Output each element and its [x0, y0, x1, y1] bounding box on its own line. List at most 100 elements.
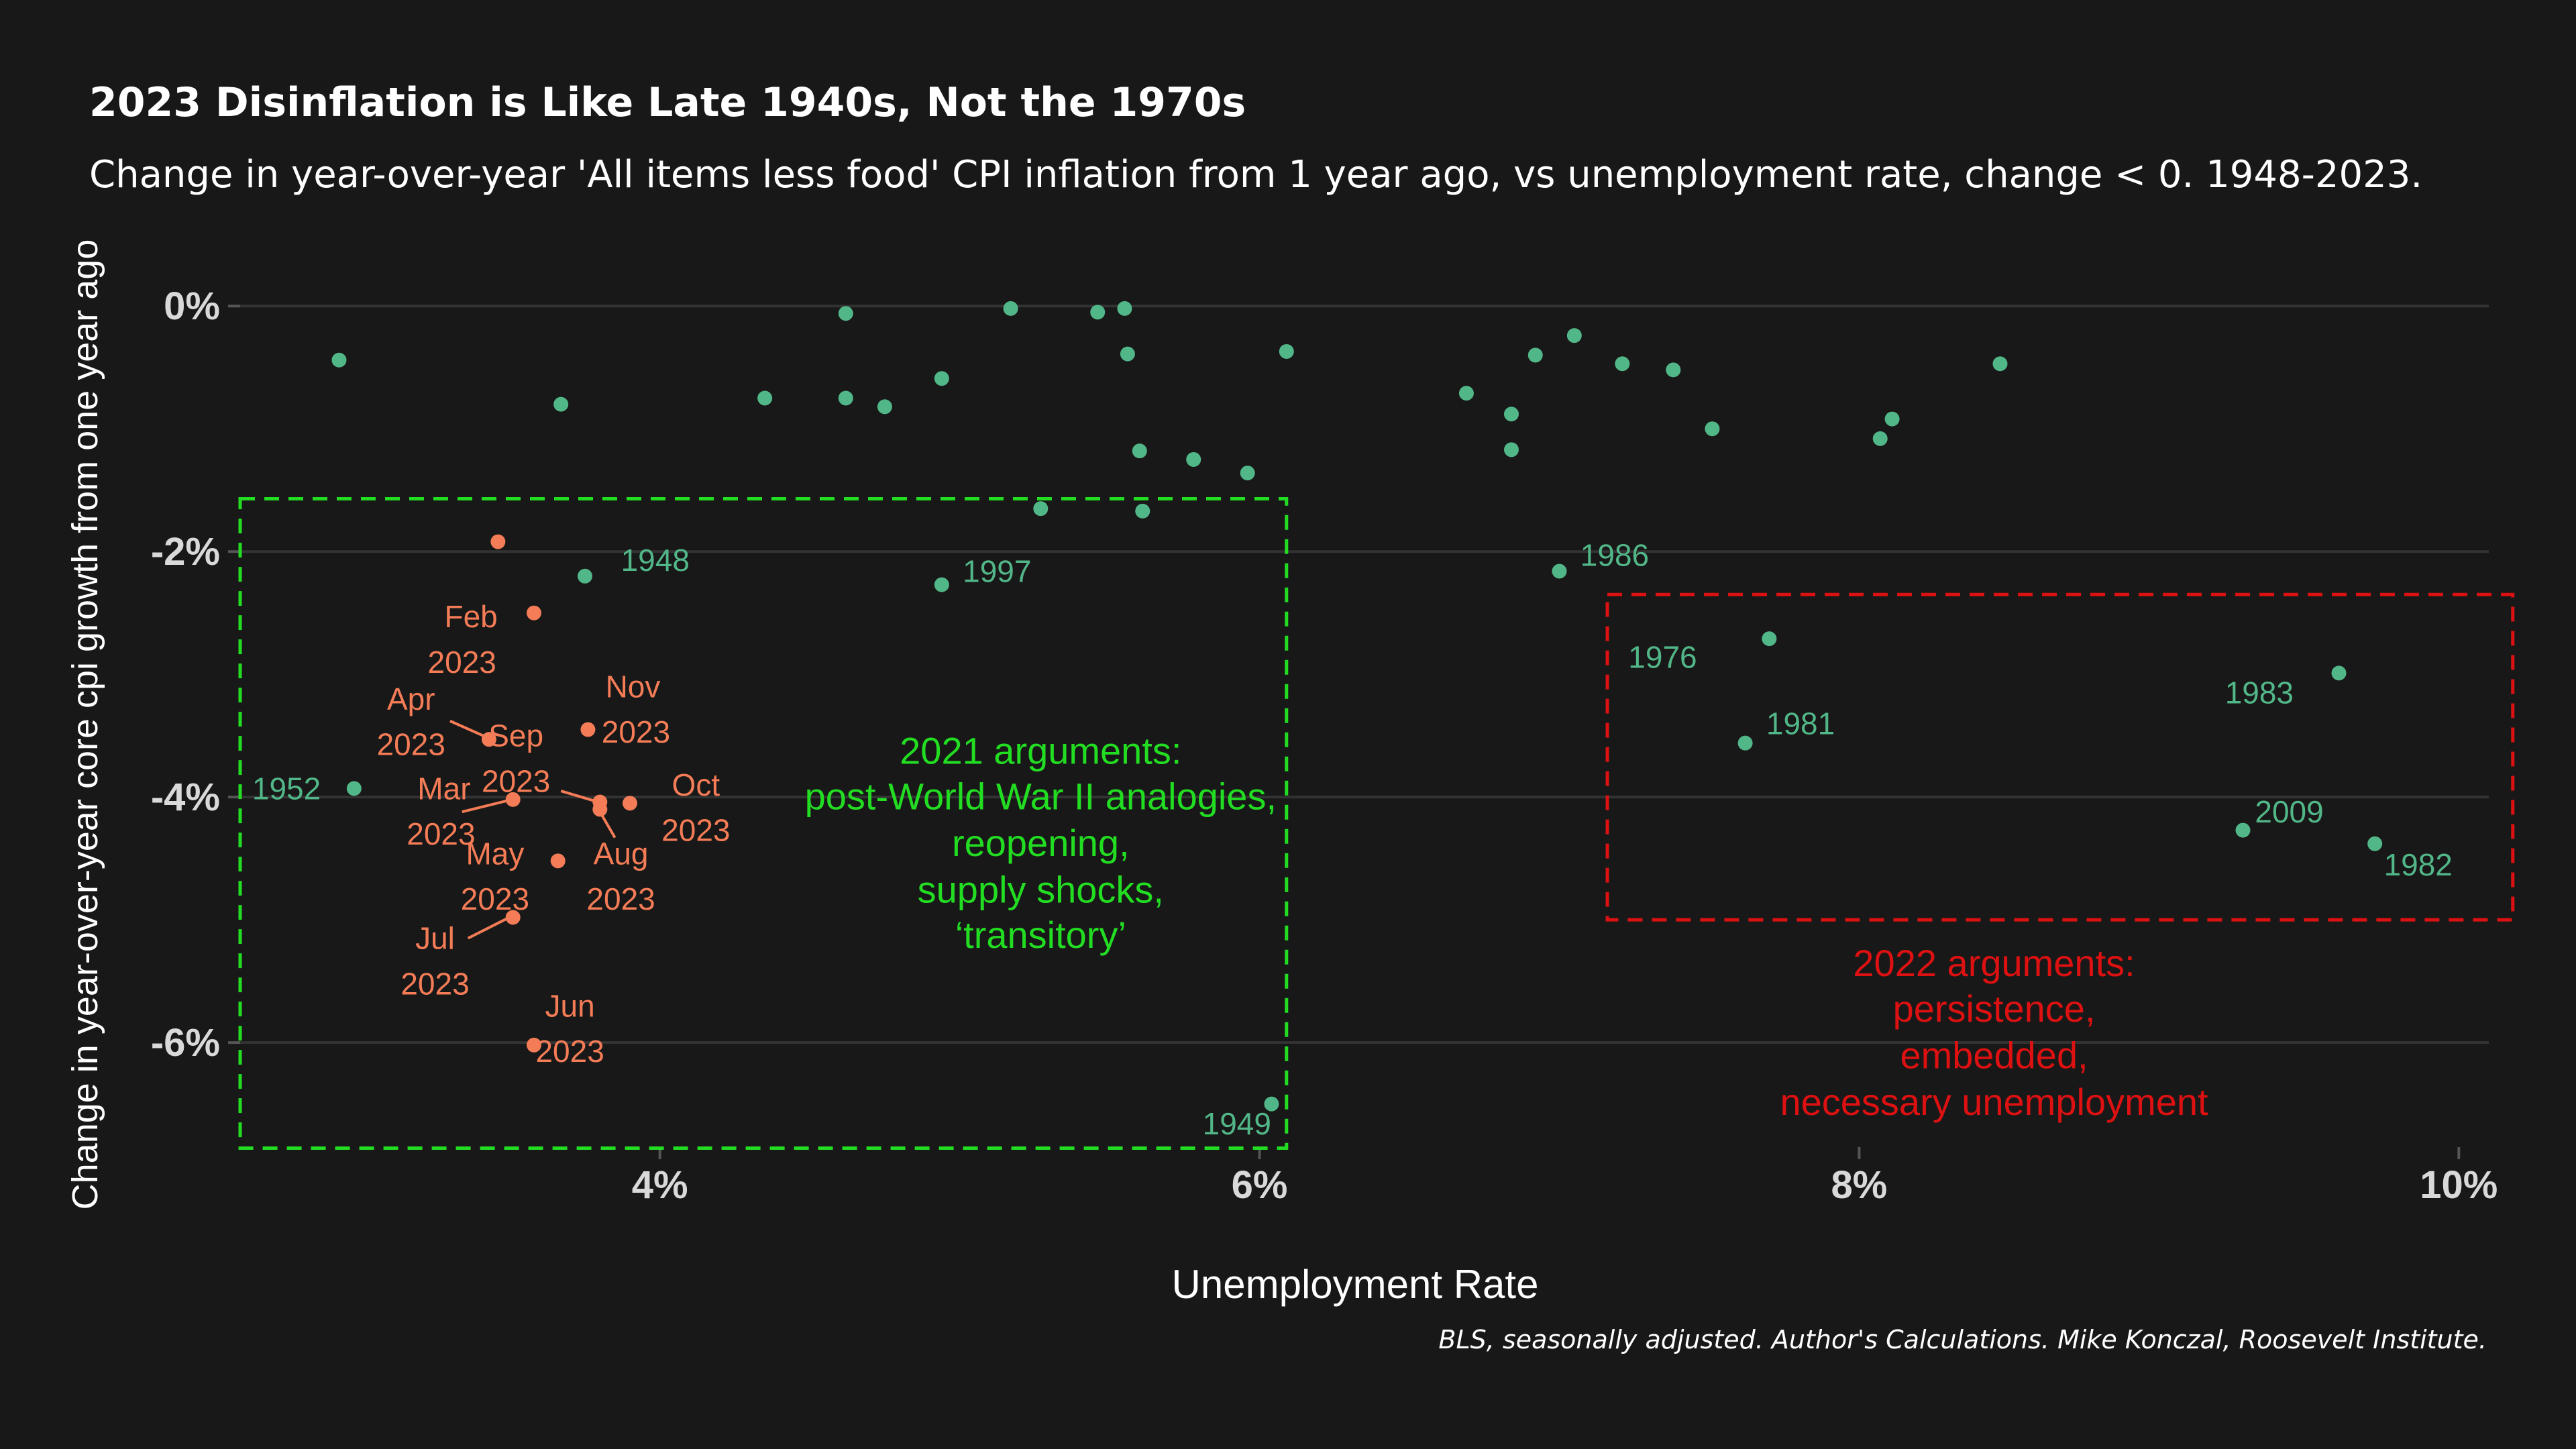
x-tick-label: 6% [1232, 1163, 1288, 1207]
point-historical [1240, 466, 1255, 481]
point-label-2023: Sep [488, 718, 543, 753]
point-historical [577, 568, 592, 584]
grid-lines [228, 305, 2489, 1159]
point-historical [1117, 301, 1132, 316]
point-historical [1527, 347, 1543, 363]
point-historical [1566, 328, 1582, 343]
point-2023 [592, 802, 608, 817]
point-2023 [505, 910, 521, 925]
point-2023 [490, 534, 506, 549]
label-connector [462, 799, 508, 814]
point-historical [1186, 451, 1201, 467]
point-historical [553, 396, 569, 412]
red-argument-text: necessary unemployment [1780, 1081, 2209, 1123]
point-historical [1132, 443, 1147, 459]
green-argument-text: reopening, [952, 822, 1130, 864]
point-historical [2367, 836, 2383, 851]
point-label-2023: Nov [606, 669, 661, 704]
argument-annotations: 2021 arguments:post-World War II analogi… [805, 730, 2208, 1123]
point-2023 [481, 732, 496, 747]
point-historical [934, 577, 949, 592]
x-tick-label: 10% [2420, 1163, 2498, 1207]
point-label-year: 1983 [2225, 676, 2294, 710]
point-historical [1872, 431, 1888, 446]
y-tick-label: -6% [151, 1021, 220, 1065]
point-historical [2235, 822, 2251, 838]
point-label-year: 2009 [2255, 794, 2323, 829]
point-label-2023: 2023 [602, 714, 670, 749]
point-label-year: 1976 [1628, 640, 1697, 675]
point-historical [346, 781, 362, 796]
point-historical [1615, 356, 1630, 372]
point-historical [1737, 735, 1753, 751]
point-label-2023: 2023 [586, 881, 655, 916]
green-argument-text: post-World War II analogies, [805, 775, 1277, 817]
point-historical [2331, 665, 2347, 681]
point-historical [1003, 301, 1018, 316]
data-points [331, 301, 2383, 1112]
point-historical [1552, 564, 1567, 579]
point-historical [1135, 503, 1150, 519]
point-2023 [505, 792, 521, 807]
point-historical [331, 352, 347, 368]
point-label-2023: 2023 [377, 727, 445, 762]
point-historical [1279, 343, 1294, 359]
green-argument-text: ‘transitory’ [955, 914, 1126, 956]
point-label-2023: 2023 [400, 966, 469, 1001]
point-label-2023: Oct [672, 767, 720, 802]
red-argument-box [1605, 592, 2515, 922]
source-caption: BLS, seasonally adjusted. Author's Calcu… [1438, 1325, 2487, 1354]
point-label-2023: May [466, 836, 524, 871]
point-labels: 1948 1952 1997 1949 1986 1976 1981 1983 2009 1982… [252, 538, 2453, 1141]
point-label-2023: 2023 [428, 645, 496, 680]
point-historical [1884, 411, 1900, 427]
point-label-year: 1948 [621, 543, 690, 578]
point-historical [877, 399, 892, 415]
chart-title: 2023 Disinflation is Like Late 1940s, No… [89, 79, 1246, 126]
point-label-2023: Mar [417, 771, 470, 806]
point-historical [1458, 386, 1474, 401]
point-label-year: 1997 [963, 553, 1031, 588]
green-argument-box [238, 497, 1289, 1150]
point-historical [1503, 407, 1519, 422]
point-historical [757, 390, 773, 406]
point-label-2023: Apr [387, 682, 435, 716]
y-tick-label: -4% [151, 775, 220, 819]
point-label-2023: 2023 [535, 1034, 604, 1069]
point-historical [1992, 356, 2008, 372]
argument-boxes [238, 497, 2515, 1150]
y-tick-label: -2% [151, 530, 220, 574]
point-historical [1033, 501, 1049, 517]
red-argument-text: embedded, [1900, 1034, 2088, 1076]
chart-subtitle: Change in year-over-year 'All items less… [89, 153, 2423, 197]
point-label-2023: 2023 [482, 763, 550, 798]
point-label-year: 1986 [1580, 538, 1649, 573]
point-historical [838, 390, 853, 406]
point-2023 [550, 853, 566, 869]
point-2023 [623, 796, 638, 811]
point-label-2023: Aug [594, 836, 649, 871]
y-tick-label: 0% [164, 284, 220, 328]
green-argument-text: supply shocks, [918, 868, 1164, 910]
point-label-2023: 2023 [661, 813, 730, 848]
point-label-year: 1952 [252, 771, 321, 806]
point-label-2023: Feb [445, 599, 498, 634]
label-connector [467, 917, 508, 940]
point-label-year: 1981 [1766, 706, 1835, 741]
y-axis-title: Change in year-over-year core cpi growth… [65, 239, 105, 1210]
x-axis-title: Unemployment Rate [1172, 1262, 1539, 1307]
label-connector [560, 790, 594, 802]
point-historical [1120, 346, 1135, 362]
point-label-2023: Jul [415, 921, 455, 956]
point-historical [838, 306, 853, 321]
point-label-2023: Jun [545, 988, 595, 1023]
point-2023 [580, 722, 596, 737]
red-argument-text: 2022 arguments: [1853, 942, 2135, 984]
point-label-2023: 2023 [407, 816, 475, 851]
point-historical [1666, 362, 1681, 378]
point-label-year: 1982 [2384, 847, 2453, 882]
x-tick-label: 8% [1831, 1163, 1888, 1207]
green-argument-text: 2021 arguments: [900, 730, 1181, 772]
point-historical [1264, 1096, 1279, 1112]
